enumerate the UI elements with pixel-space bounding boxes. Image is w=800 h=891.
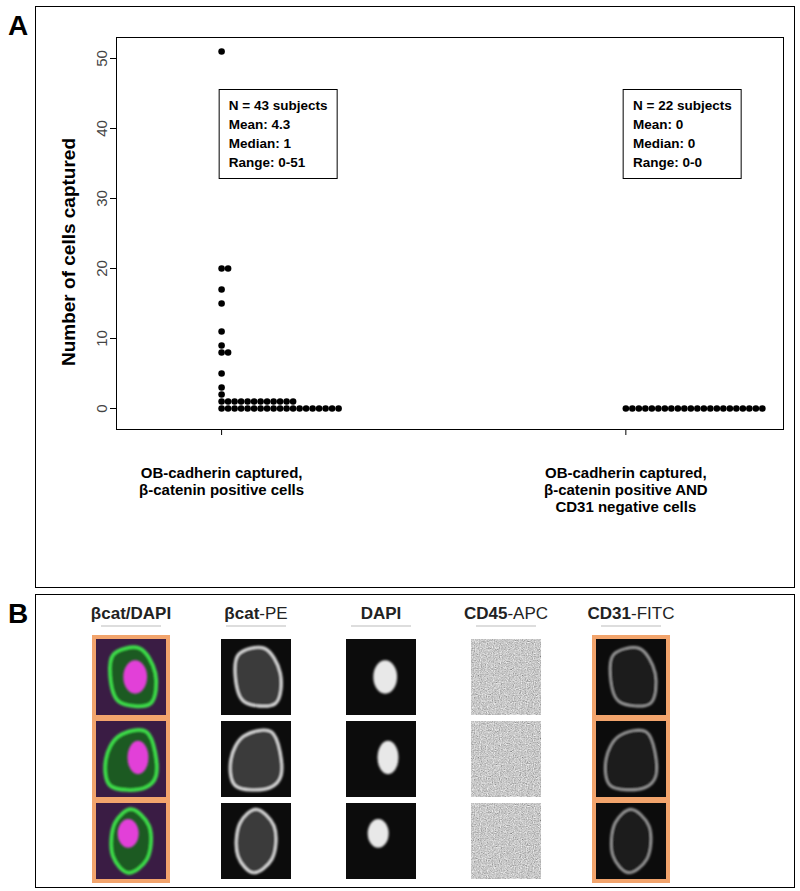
- svg-text:20: 20: [93, 260, 110, 277]
- svg-text:OB-cadherin captured,β-catenin: OB-cadherin captured,β-catenin positive …: [544, 464, 708, 516]
- svg-text:0: 0: [93, 404, 110, 412]
- html-text:Median: 0: Median: 0: [633, 136, 696, 151]
- html-text:Range: 0-51: Range: 0-51: [228, 155, 306, 170]
- html-text:N = 43 subjects: N = 43 subjects: [228, 98, 328, 113]
- html-text:Number of cells captured: Number of cells captured: [58, 138, 79, 366]
- svg-text:CD31-FITC: CD31-FITC: [588, 604, 675, 623]
- html-text:Mean: 0: Mean: 0: [633, 117, 684, 132]
- svg-text:10: 10: [93, 330, 110, 347]
- svg-text:40: 40: [93, 120, 110, 137]
- html-text:Median: 1: Median: 1: [228, 136, 291, 151]
- svg-text:30: 30: [93, 190, 110, 207]
- html-text:B: B: [8, 598, 29, 629]
- svg-text:OB-cadherin captured,β-catenin: OB-cadherin captured,β-catenin positive …: [139, 464, 304, 498]
- svg-text:DAPI: DAPI: [361, 604, 402, 623]
- html-text:N = 22 subjects: N = 22 subjects: [633, 98, 732, 113]
- svg-text:50: 50: [93, 50, 110, 67]
- html-text:A: A: [8, 10, 29, 41]
- html-text:Range: 0-0: Range: 0-0: [633, 155, 702, 170]
- html-text:Mean: 4.3: Mean: 4.3: [228, 117, 291, 132]
- svg-text:βcat-PE: βcat-PE: [224, 604, 287, 623]
- svg-text:CD45-APC: CD45-APC: [464, 604, 548, 623]
- svg-text:βcat/DAPI: βcat/DAPI: [91, 604, 171, 623]
